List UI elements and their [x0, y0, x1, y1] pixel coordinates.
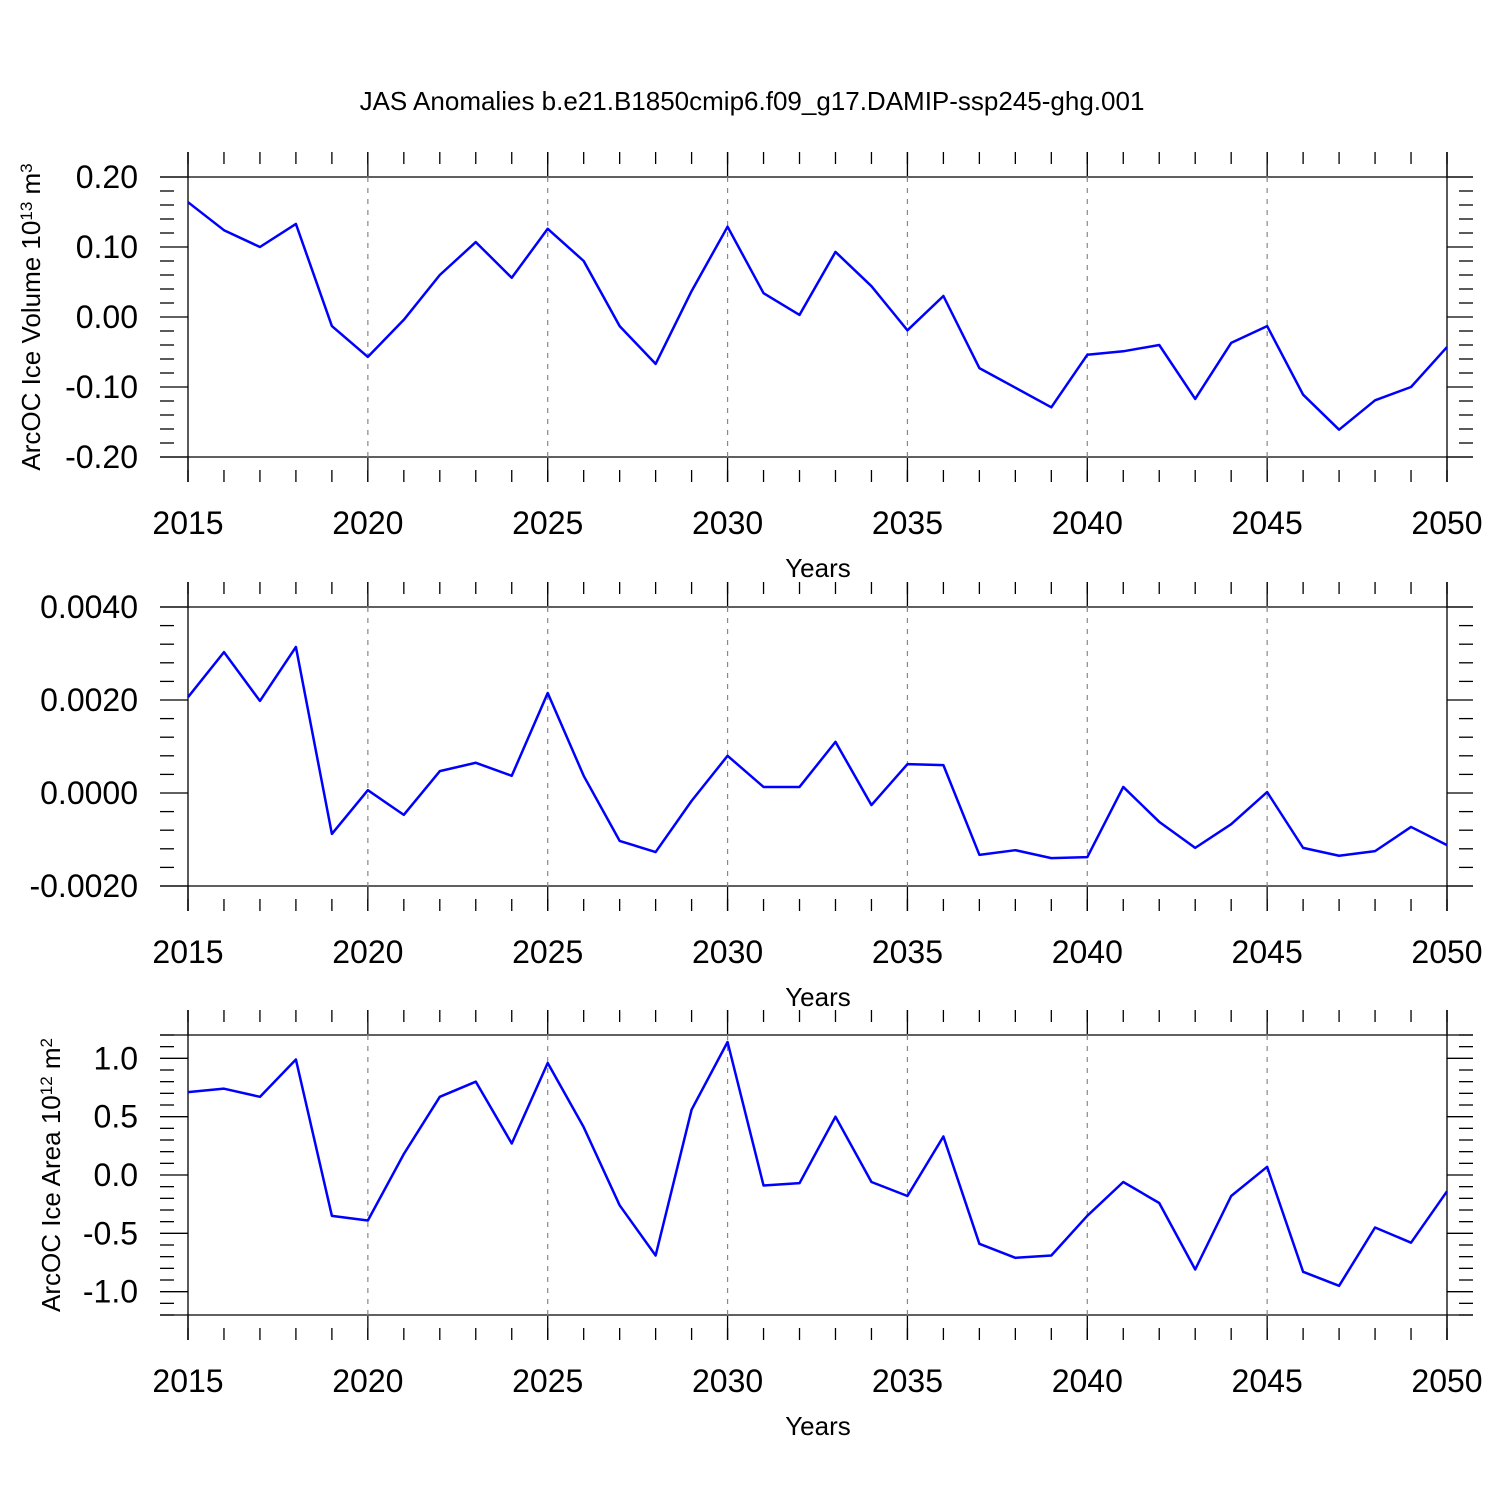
y-tick-label: 0.5 [94, 1099, 138, 1135]
y-axis-label: ArcOC Ice Area 1012 m2 [36, 1038, 66, 1312]
x-tick-label: 2035 [872, 1363, 943, 1399]
y-tick-label: 0.0020 [40, 682, 138, 718]
y-tick-label: -0.0020 [29, 868, 138, 904]
x-tick-label: 2025 [512, 505, 583, 541]
y-axis-label: ArcOC Snow Volume 1013 m3 [0, 581, 2, 919]
x-tick-label: 2050 [1411, 934, 1482, 970]
x-tick-label: 2015 [152, 934, 223, 970]
y-axis-label-superscript: 13 [17, 202, 36, 221]
x-axis-label: Years [785, 553, 851, 583]
data-line [187, 201, 1448, 431]
figure-title: JAS Anomalies b.e21.B1850cmip6.f09_g17.D… [360, 86, 1145, 116]
x-tick-label: 2020 [332, 505, 403, 541]
x-tick-label: 2040 [1052, 505, 1123, 541]
x-tick-label: 2020 [332, 1363, 403, 1399]
y-tick-label: -1.0 [83, 1274, 138, 1310]
y-axis-label-text: ArcOC Ice Volume 10 [16, 221, 46, 471]
y-axis-label-superscript: 3 [17, 163, 36, 172]
y-axis-label-superscript: 12 [37, 1076, 56, 1095]
x-tick-label: 2040 [1052, 1363, 1123, 1399]
y-axis-label-superscript: 2 [37, 1038, 56, 1047]
x-axis-label: Years [785, 1411, 851, 1441]
x-tick-label: 2015 [152, 1363, 223, 1399]
x-tick-label: 2045 [1232, 1363, 1303, 1399]
x-tick-label: 2025 [512, 1363, 583, 1399]
x-tick-label: 2045 [1232, 934, 1303, 970]
y-tick-label: 0.00 [76, 299, 138, 335]
x-tick-label: 2020 [332, 934, 403, 970]
y-tick-label: 0.0000 [40, 775, 138, 811]
y-tick-label: 0.20 [76, 159, 138, 195]
x-tick-label: 2035 [872, 505, 943, 541]
y-tick-label: 0.10 [76, 229, 138, 265]
y-tick-label: -0.5 [83, 1215, 138, 1251]
y-tick-label: 1.0 [94, 1040, 138, 1076]
x-tick-label: 2050 [1411, 505, 1482, 541]
x-tick-label: 2015 [152, 505, 223, 541]
x-tick-label: 2030 [692, 505, 763, 541]
x-tick-label: 2045 [1232, 505, 1303, 541]
data-line [187, 645, 1448, 860]
y-axis-label: ArcOC Ice Volume 1013 m3 [16, 163, 46, 470]
x-tick-label: 2030 [692, 934, 763, 970]
y-tick-label: -0.20 [65, 439, 138, 475]
x-tick-label: 2050 [1411, 1363, 1482, 1399]
x-tick-label: 2040 [1052, 934, 1123, 970]
x-axis-label: Years [785, 982, 851, 1012]
y-tick-label: -0.10 [65, 369, 138, 405]
data-line [187, 1040, 1449, 1288]
y-tick-label: 0.0040 [40, 589, 138, 625]
y-tick-label: 0.0 [94, 1157, 138, 1193]
y-axis-label-text: m [36, 1047, 66, 1076]
y-axis-label-text: ArcOC Snow Volume 10 [0, 638, 2, 918]
x-tick-label: 2025 [512, 934, 583, 970]
y-axis-label-text: m [0, 591, 2, 620]
y-axis-label-text: m [16, 173, 46, 202]
y-axis-label-text: ArcOC Ice Area 10 [36, 1095, 66, 1312]
x-tick-label: 2030 [692, 1363, 763, 1399]
x-tick-label: 2035 [872, 934, 943, 970]
